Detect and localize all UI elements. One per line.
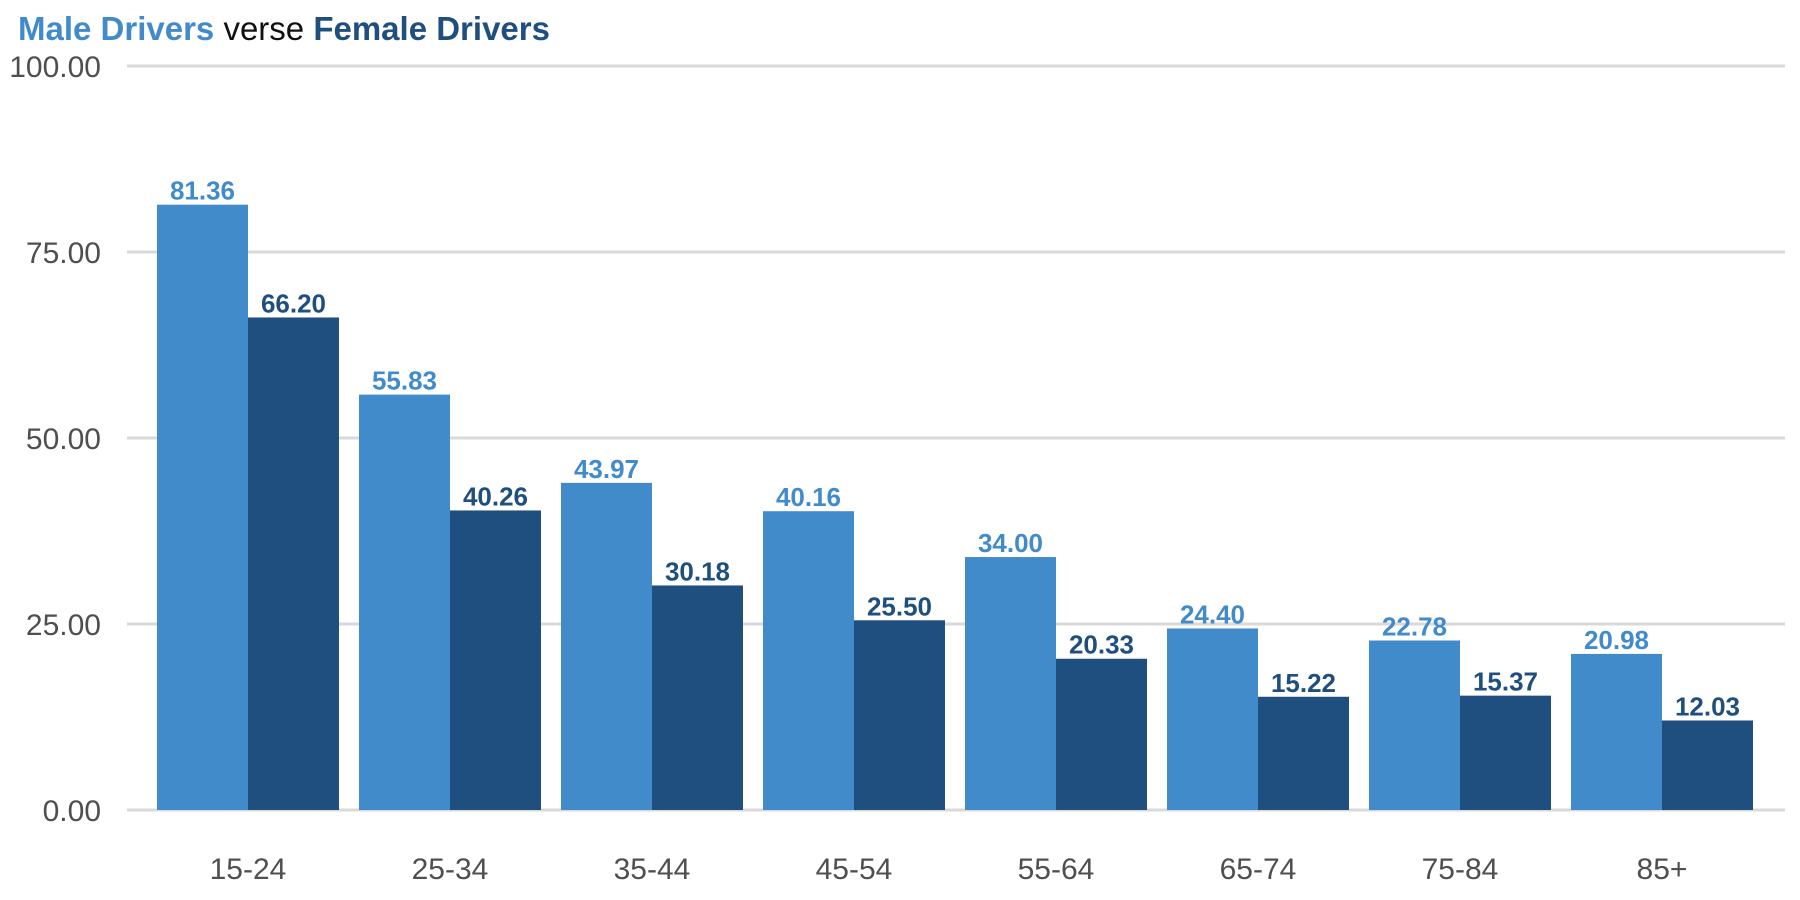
female-value-label: 30.18 (665, 556, 730, 586)
female-bar (1056, 658, 1147, 810)
male-value-label: 34.00 (978, 528, 1043, 558)
x-tick-label: 35-44 (614, 853, 691, 886)
title-female-series: Female Drivers (313, 10, 550, 47)
y-tick-label: 25.00 (26, 609, 101, 642)
female-value-label: 15.22 (1271, 668, 1336, 698)
male-value-label: 43.97 (574, 454, 639, 484)
chart-title: Male Drivers verse Female Drivers (18, 10, 550, 48)
female-bar (854, 620, 945, 810)
female-value-label: 25.50 (867, 591, 932, 621)
title-male-series: Male Drivers (18, 10, 215, 47)
male-bar (561, 482, 652, 810)
y-tick-label: 100.00 (9, 51, 101, 84)
y-tick-label: 50.00 (26, 423, 101, 456)
female-bar (1662, 720, 1753, 810)
male-value-label: 55.83 (372, 366, 437, 396)
female-value-label: 20.33 (1069, 630, 1134, 660)
male-value-label: 81.36 (170, 176, 235, 206)
female-bar (1258, 696, 1349, 810)
female-value-label: 15.37 (1473, 667, 1538, 697)
male-value-label: 22.78 (1382, 612, 1447, 642)
male-bar (359, 394, 450, 810)
x-tick-label: 45-54 (816, 853, 893, 886)
male-bar (157, 204, 248, 811)
male-bar (965, 557, 1056, 810)
y-tick-label: 75.00 (26, 237, 101, 270)
x-tick-label: 65-74 (1220, 853, 1297, 886)
male-bar (1571, 653, 1662, 810)
x-tick-label: 55-64 (1018, 853, 1095, 886)
x-tick-label: 15-24 (210, 853, 287, 886)
female-value-label: 40.26 (463, 481, 528, 511)
male-bar (1167, 628, 1258, 810)
male-value-label: 20.98 (1584, 625, 1649, 655)
male-bar (1369, 640, 1460, 810)
female-value-label: 66.20 (261, 288, 326, 318)
x-tick-label: 85+ (1637, 853, 1688, 886)
x-tick-label: 75-84 (1422, 853, 1499, 886)
bar-layer (157, 204, 1753, 811)
female-bar (450, 510, 541, 810)
y-tick-label: 0.00 (43, 795, 101, 828)
female-bar (652, 585, 743, 810)
female-value-label: 12.03 (1675, 691, 1740, 721)
axis-layer: 0.00 25.00 50.00 75.00 100.00 15-24 25-34 35-44… (9, 51, 1687, 886)
value-label-layer: 81.36 66.20 55.83 40.26 43.97 30.18 40.16 25.50… (170, 176, 1740, 722)
male-bar (763, 511, 854, 810)
x-tick-label: 25-34 (412, 853, 489, 886)
male-value-label: 40.16 (776, 482, 841, 512)
title-connector: verse (214, 10, 314, 47)
female-bar (1460, 695, 1551, 810)
female-bar (248, 317, 339, 810)
male-value-label: 24.40 (1180, 599, 1245, 629)
